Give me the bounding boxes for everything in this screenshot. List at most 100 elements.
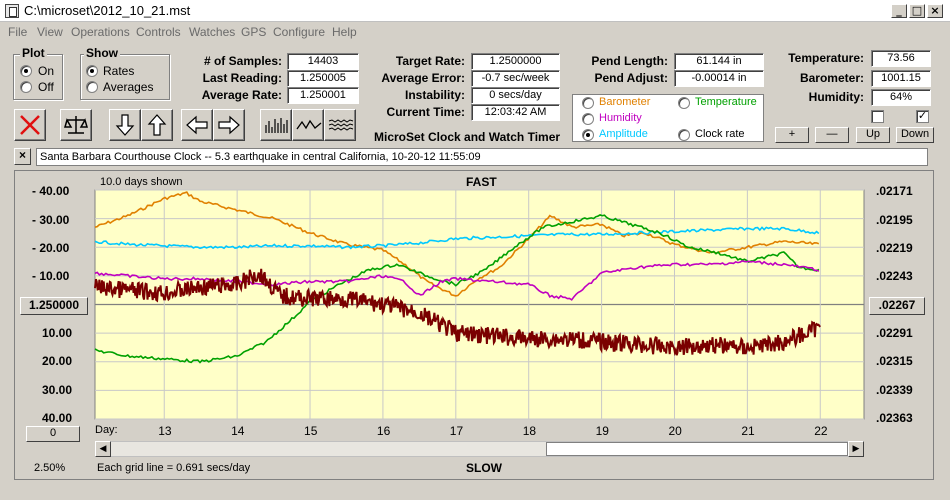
scroll-thumb[interactable] (546, 442, 848, 456)
current-time-value: 12:03:42 AM (471, 104, 560, 121)
scroll-right-button[interactable]: ▶ (848, 441, 864, 457)
temperature-label: Temperature: (788, 51, 864, 65)
arrow-right-icon (218, 115, 240, 135)
show-rates-radio[interactable] (86, 65, 98, 77)
zoom-percent: 2.50% (34, 462, 66, 474)
menu-operations[interactable]: Operations (71, 25, 130, 39)
wave-view-button[interactable] (292, 109, 324, 141)
minus-button[interactable]: — (815, 127, 849, 143)
y-tick-label: 30.00 (42, 383, 73, 397)
right-tick-label: .02219 (876, 241, 913, 255)
fast-label: FAST (466, 175, 497, 189)
clock-rate-option-label: Clock rate (695, 128, 745, 140)
arrow-up-button[interactable] (141, 109, 173, 141)
bars-view-button[interactable] (260, 109, 292, 141)
close-window-button[interactable]: × (927, 4, 943, 18)
center-rate-button[interactable]: 1.250000 (20, 297, 88, 315)
avg-rate-value: 1.250001 (287, 87, 359, 104)
current-time-label: Current Time: (386, 105, 465, 119)
center-amplitude-button[interactable]: .02267 (869, 297, 925, 315)
right-tick-label: .02243 (876, 269, 913, 283)
x-tick-label: 20 (668, 424, 682, 438)
balance-button[interactable] (60, 109, 92, 141)
stop-button[interactable] (14, 109, 46, 141)
barometer-label: Barometer: (799, 71, 864, 85)
menu-gps[interactable]: GPS (241, 25, 267, 39)
humidity-label: Humidity: (808, 90, 864, 104)
option-checkbox-1[interactable] (871, 110, 884, 123)
humidity-option-label: Humidity (599, 112, 642, 124)
barometer-value: 1001.15 (871, 70, 931, 87)
y-tick-label: 20.00 (42, 354, 73, 368)
plot-off-radio[interactable] (20, 81, 32, 93)
avg-error-value: -0.7 sec/week (471, 70, 560, 87)
arrow-left-button[interactable] (181, 109, 213, 141)
arrow-up-icon (147, 114, 167, 136)
right-tick-label: .02171 (876, 184, 913, 198)
plus-button[interactable]: + (775, 127, 809, 143)
show-averages-label: Averages (103, 80, 154, 94)
pend-adjust-value: -0.00014 in (674, 70, 764, 87)
series-line-4 (94, 268, 821, 357)
humidity-radio[interactable] (582, 113, 594, 125)
note-field[interactable]: Santa Barbara Courthouse Clock -- 5.3 ea… (36, 148, 928, 166)
target-rate-label: Target Rate: (395, 54, 465, 68)
x-tick-label: 21 (741, 424, 755, 438)
temperature-radio[interactable] (678, 97, 690, 109)
show-group (80, 54, 170, 100)
plot-on-radio[interactable] (20, 65, 32, 77)
right-tick-label: .02315 (876, 354, 913, 368)
maximize-button[interactable]: □ (909, 4, 925, 18)
right-tick-label: .02291 (876, 326, 913, 340)
avg-error-label: Average Error: (381, 71, 465, 85)
sensor-options-group (572, 94, 764, 142)
y-tick-label: 10.00 (42, 326, 73, 340)
red-x-icon (20, 115, 40, 135)
instability-label: Instability: (404, 88, 465, 102)
slow-label: SLOW (466, 461, 502, 475)
grid-note: Each grid line = 0.691 secs/day (97, 462, 251, 474)
title-bar: C:\microset\2012_10_21.mst _ □ × (0, 0, 950, 22)
down-button[interactable]: Down (896, 127, 934, 143)
pend-adjust-label: Pend Adjust: (594, 71, 668, 85)
wave-icon (296, 119, 322, 130)
noise-view-button[interactable] (324, 109, 356, 141)
amplitude-radio[interactable] (582, 129, 594, 141)
menu-view[interactable]: View (37, 25, 63, 39)
show-group-title: Show (84, 46, 120, 60)
zero-button[interactable]: 0 (26, 426, 80, 442)
menu-file[interactable]: File (8, 25, 28, 39)
plot-off-label: Off (38, 80, 54, 94)
pend-length-value: 61.144 in (674, 53, 764, 70)
pend-length-label: Pend Length: (591, 54, 668, 68)
plot-group-title: Plot (20, 46, 47, 60)
barometer-radio[interactable] (582, 97, 594, 109)
menu-help[interactable]: Help (332, 25, 357, 39)
right-tick-label: .02363 (876, 411, 913, 425)
x-tick-label: 13 (158, 424, 172, 438)
arrow-left-icon (186, 115, 208, 135)
menu-bar: File View Operations Controls Watches GP… (0, 23, 950, 41)
clock-rate-radio[interactable] (678, 129, 690, 141)
noise-icon (328, 119, 354, 131)
day-axis-label: Day: (95, 424, 118, 436)
x-tick-label: 19 (595, 424, 609, 438)
minimize-button[interactable]: _ (891, 4, 907, 18)
series-line-3 (94, 260, 820, 301)
barometer-option-label: Barometer (599, 96, 651, 108)
option-checkbox-2[interactable]: ✓ (916, 110, 929, 123)
window-title: C:\microset\2012_10_21.mst (24, 3, 191, 18)
menu-controls[interactable]: Controls (136, 25, 181, 39)
menu-watches[interactable]: Watches (189, 25, 236, 39)
chart-panel (14, 170, 934, 480)
arrow-down-icon (115, 114, 135, 136)
clear-note-button[interactable]: × (14, 148, 31, 165)
arrow-down-button[interactable] (109, 109, 141, 141)
scroll-left-button[interactable]: ◀ (95, 441, 111, 457)
up-button[interactable]: Up (856, 127, 890, 143)
arrow-right-button[interactable] (213, 109, 245, 141)
menu-configure[interactable]: Configure (273, 25, 326, 39)
show-averages-radio[interactable] (86, 81, 98, 93)
app-icon (5, 4, 19, 18)
